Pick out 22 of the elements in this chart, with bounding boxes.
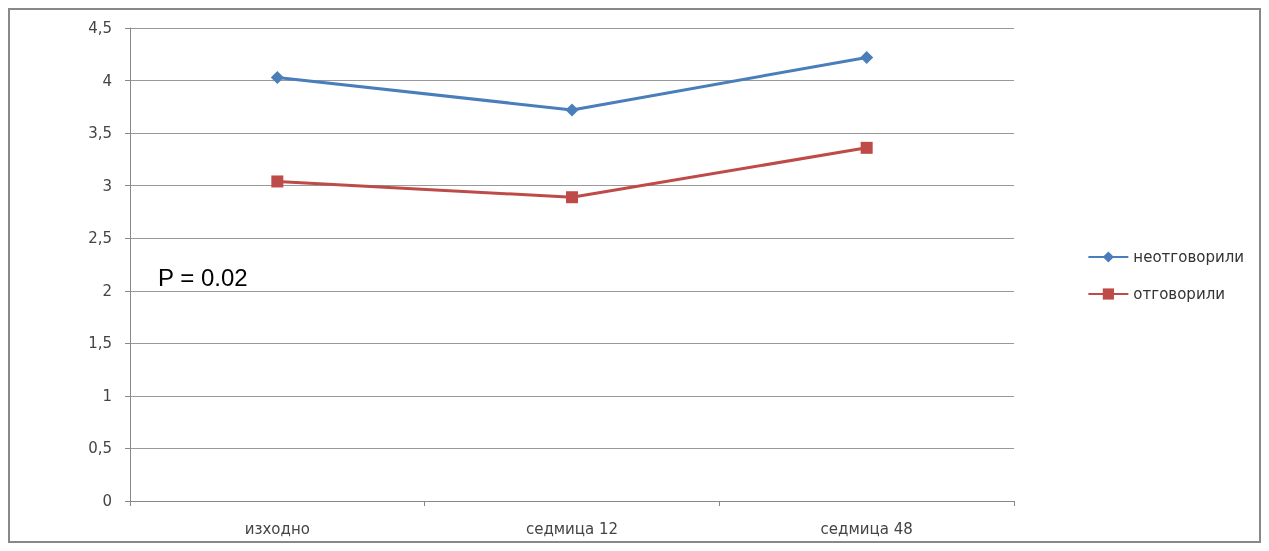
y-tick-label: 2,5 [88, 229, 112, 248]
x-tick-label: изходно [244, 519, 310, 538]
y-tick-label: 4 [102, 71, 112, 90]
y-tick-label: 0,5 [88, 439, 112, 458]
point [860, 141, 873, 154]
point [271, 175, 284, 188]
x-tick-label: седмица 12 [525, 519, 619, 538]
point [270, 70, 284, 84]
legend-label: неотговорили [1133, 248, 1245, 266]
point [565, 103, 579, 117]
x-tick-label: седмица 48 [820, 519, 913, 538]
point [860, 50, 874, 64]
legend-label: отговорили [1133, 285, 1225, 303]
y-tick-label: 1 [102, 386, 112, 405]
annotation: P = 0.02 [158, 263, 248, 291]
y-tick-label: 1,5 [88, 334, 112, 353]
y-tick-label: 2 [102, 281, 112, 300]
y-tick-label: 3,5 [88, 124, 112, 143]
y-tick-label: 0 [102, 492, 112, 510]
y-tick-label: 3 [102, 176, 112, 195]
point [566, 191, 578, 204]
y-tick-label: 4,5 [88, 19, 112, 37]
